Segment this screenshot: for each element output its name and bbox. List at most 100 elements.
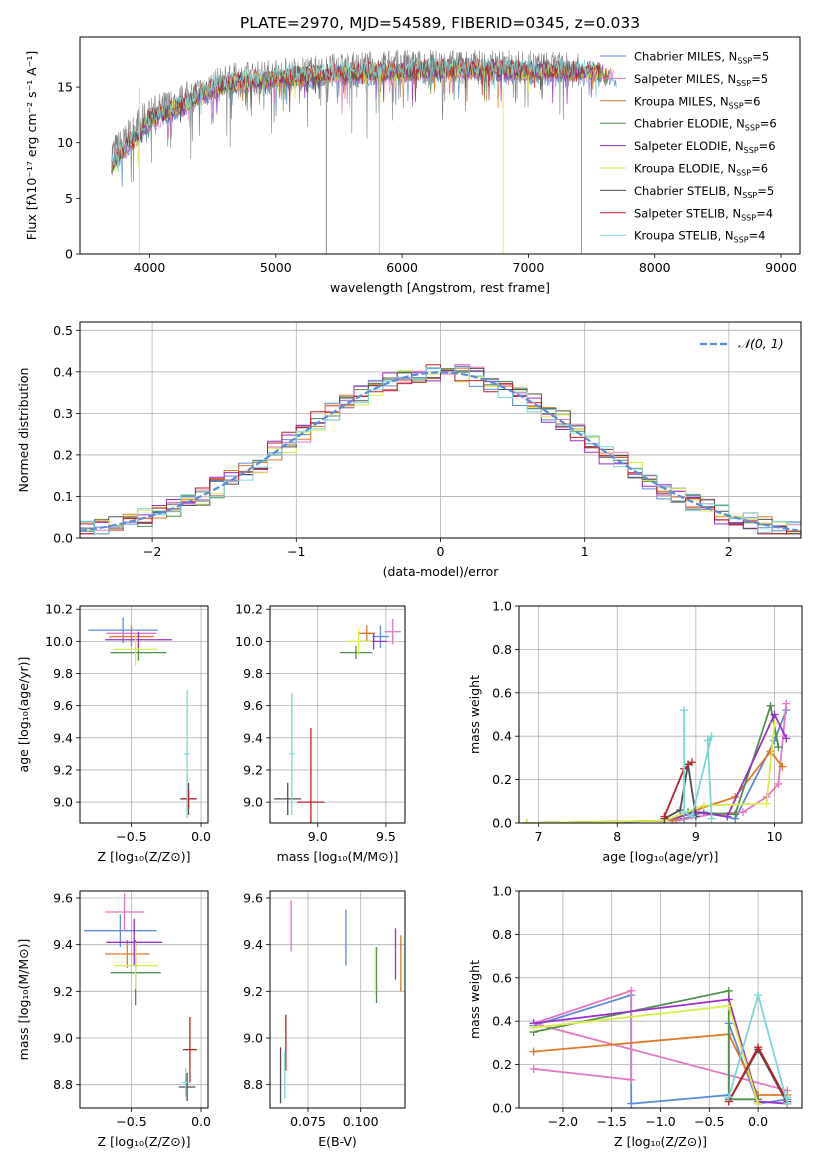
- x-tick-label: 1: [581, 544, 589, 559]
- mass-weight-marker: [680, 808, 689, 817]
- mass-weight-marker: [754, 1043, 763, 1052]
- y-tick-label: 0.4: [53, 364, 73, 379]
- error-bar-point: [345, 628, 373, 655]
- y-tick-label: 9.6: [53, 891, 73, 906]
- x-tick-label: −2: [143, 544, 161, 559]
- mass-weight-line: [533, 1005, 759, 1104]
- mass-weight-marker: [529, 1047, 538, 1056]
- legend-label: Salpeter STELIB, NSSP=4: [634, 206, 773, 222]
- error-bar-point: [181, 1068, 190, 1097]
- chart-mass-weight-vs-age: 7 8 9 10 0.0 0.2 0.4 0.6 0.8 1.0 age [log₁₀(age/yr…: [467, 599, 803, 864]
- legend-subscript: SSP: [736, 79, 751, 88]
- x-axis-label: mass [log₁₀(M/M⊙)]: [277, 849, 399, 864]
- mass-weight-marker: [770, 719, 779, 728]
- chart-spectrum: 4000 5000 6000 7000 8000 9000 0 5 10 15 wavelength…: [24, 36, 801, 295]
- y-tick-label: 0.2: [492, 772, 512, 787]
- legend-subscript: SSP: [742, 191, 757, 200]
- legend-subscript: SSP: [734, 236, 749, 245]
- legend-subscript: SSP: [744, 146, 759, 155]
- y-tick-label: 0.5: [53, 323, 73, 338]
- y-tick-label: 9.2: [53, 984, 73, 999]
- plot-area: [274, 618, 401, 823]
- mass-weight-marker: [699, 801, 708, 810]
- y-tick-label: 9.0: [243, 1031, 263, 1046]
- mass-weight-marker: [770, 710, 779, 719]
- mass-weight-marker: [660, 812, 669, 821]
- axes-frame: [518, 890, 803, 1109]
- chart-mass-vs-Z: −0.5 0.0 8.8 9.0 9.2 9.4 9.6 Z [log₁₀(Z/Z⊙)] mas…: [16, 890, 211, 1149]
- error-bar-point: [113, 942, 158, 989]
- chart-mass-vs-EBV: 0.075 0.100 8.8 9.0 9.2 9.4 9.6 E(B-V): [243, 890, 406, 1149]
- legend-count: =5: [757, 184, 774, 198]
- mass-weight-line: [533, 998, 788, 1105]
- y-axis-label: age [log₁₀(age/yr)]: [16, 657, 31, 773]
- plot-area: [522, 699, 791, 823]
- y-tick-label: 0.6: [492, 970, 512, 985]
- x-tick-label: −1.5: [597, 1114, 627, 1129]
- y-tick-label: 9.2: [243, 984, 263, 999]
- y-tick-label: 0.8: [492, 642, 512, 657]
- x-tick-label: 9.5: [376, 829, 396, 844]
- x-tick-label: 2: [725, 544, 733, 559]
- mass-weight-marker: [707, 814, 716, 823]
- chart-age-vs-mass: 9.0 9.5 9.0 9.2 9.4 9.6 9.8 10.0 10.2 mass [log₁₀…: [235, 602, 406, 864]
- y-tick-label: 1.0: [492, 884, 512, 899]
- legend-label: Salpeter MILES, NSSP=5: [634, 72, 768, 88]
- axes-frame: [518, 605, 803, 824]
- legend-label: 𝒩(0, 1): [738, 336, 784, 351]
- error-bar-point: [358, 625, 375, 642]
- chart-mass-weight-vs-Z: −2.0 −1.5 −1.0 −0.5 0.0 0.0 0.2 0.4 0.6 0.8 1.0 Z […: [467, 884, 803, 1149]
- mass-weight-marker: [529, 1023, 538, 1032]
- x-tick-label: −0.5: [116, 1114, 146, 1129]
- x-tick-label: 9000: [765, 260, 797, 275]
- x-tick-label: 0: [437, 544, 445, 559]
- y-tick-label: 9.4: [53, 730, 73, 745]
- error-bar-point: [297, 728, 325, 823]
- error-bar-point: [181, 789, 196, 809]
- spectrum-legend: Chabrier MILES, NSSP=5 Salpeter MILES, NS…: [600, 50, 777, 245]
- x-tick-label: 0.0: [748, 1114, 768, 1129]
- error-bar-point: [105, 893, 144, 931]
- axes-frame: [269, 605, 406, 824]
- y-axis-label: Normed distribution: [16, 368, 31, 493]
- y-tick-label: 0.0: [492, 1101, 512, 1116]
- legend-subscript: SSP: [745, 124, 760, 133]
- mass-weight-marker: [731, 810, 740, 819]
- error-bar-point: [384, 618, 401, 645]
- y-tick-label: 10.2: [45, 602, 73, 617]
- x-axis-label: wavelength [Angstrom, rest frame]: [330, 280, 550, 295]
- axes-frame: [79, 36, 801, 255]
- mass-weight-line: [526, 705, 780, 823]
- error-bar-point: [184, 689, 190, 819]
- x-tick-label: −0.5: [116, 829, 146, 844]
- y-tick-label: 0.4: [492, 1014, 512, 1029]
- y-tick-label: 5: [65, 191, 73, 206]
- legend-count: =6: [759, 139, 776, 153]
- legend-subscript: SSP: [736, 169, 751, 178]
- y-tick-label: 8.8: [53, 1077, 73, 1092]
- plot-area: [80, 364, 801, 535]
- mass-weight-marker: [687, 758, 696, 767]
- y-tick-label: 1.0: [492, 599, 512, 614]
- mass-weight-marker: [762, 799, 771, 808]
- y-tick-label: 0.2: [53, 447, 73, 462]
- mass-weight-marker: [529, 1064, 538, 1073]
- y-tick-label: 9.6: [53, 698, 73, 713]
- mass-weight-marker: [724, 1093, 733, 1102]
- axes-frame: [79, 321, 802, 539]
- x-tick-label: 0.0: [191, 1114, 211, 1129]
- y-tick-label: 9.4: [243, 937, 263, 952]
- error-bar-point: [372, 625, 389, 648]
- error-bar-point: [109, 626, 154, 647]
- mass-weight-marker: [774, 779, 783, 788]
- legend-subscript: SSP: [729, 101, 744, 110]
- y-tick-label: 9.8: [53, 666, 73, 681]
- y-tick-label: 10.2: [235, 602, 263, 617]
- mass-weight-marker: [754, 1099, 763, 1108]
- legend-label: Salpeter ELODIE, NSSP=6: [634, 139, 776, 155]
- mass-weight-marker: [739, 808, 748, 817]
- mass-weight-marker: [766, 701, 775, 710]
- mass-weight-marker: [687, 812, 696, 821]
- x-axis-label: age [log₁₀(age/yr)]: [603, 849, 719, 864]
